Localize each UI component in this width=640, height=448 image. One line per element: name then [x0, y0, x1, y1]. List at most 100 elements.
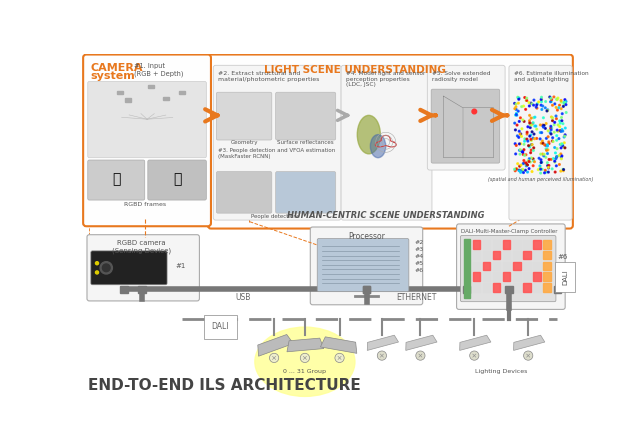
Point	[512, 132, 522, 139]
Point	[546, 123, 556, 130]
Point	[541, 145, 551, 152]
Bar	[503, 272, 511, 281]
Point	[550, 119, 560, 126]
Point	[525, 133, 535, 140]
Bar	[363, 285, 371, 293]
Point	[519, 159, 529, 167]
Text: #6. Estimate illumination
and adjust lighting: #6. Estimate illumination and adjust lig…	[513, 71, 588, 82]
Point	[536, 159, 547, 166]
Point	[528, 119, 538, 126]
Point	[516, 167, 527, 174]
Point	[541, 120, 551, 127]
Text: 0 ... 31 Group: 0 ... 31 Group	[284, 370, 326, 375]
Point	[528, 155, 538, 163]
Point	[514, 118, 524, 125]
Point	[520, 135, 530, 142]
Bar	[463, 285, 470, 293]
Point	[521, 151, 531, 158]
Point	[536, 129, 547, 136]
Text: CAMERA: CAMERA	[90, 63, 143, 73]
Point	[514, 96, 524, 103]
Point	[513, 99, 524, 107]
Point	[524, 142, 534, 149]
Bar	[513, 272, 520, 281]
Point	[537, 138, 547, 145]
Point	[541, 154, 551, 161]
Point	[534, 155, 544, 162]
Point	[543, 162, 553, 169]
Bar	[554, 285, 561, 293]
Text: system: system	[90, 71, 135, 81]
Point	[556, 155, 566, 162]
Circle shape	[100, 262, 113, 274]
Point	[536, 102, 546, 109]
Point	[545, 98, 556, 105]
Point	[517, 148, 527, 155]
Text: ETHERNET: ETHERNET	[396, 293, 436, 302]
Point	[529, 122, 540, 129]
Point	[554, 152, 564, 159]
Point	[517, 125, 527, 132]
Point	[515, 131, 525, 138]
Bar	[493, 251, 500, 259]
Bar	[523, 240, 531, 249]
Point	[550, 168, 560, 176]
Bar	[543, 283, 550, 292]
Bar	[493, 240, 500, 249]
Point	[546, 156, 556, 163]
Bar	[120, 285, 128, 293]
Point	[549, 129, 559, 136]
Point	[561, 109, 572, 116]
Point	[523, 157, 533, 164]
Point	[538, 121, 548, 129]
Point	[526, 155, 536, 162]
Point	[518, 160, 529, 167]
Bar	[503, 262, 511, 270]
FancyBboxPatch shape	[509, 65, 572, 220]
Point	[526, 146, 536, 154]
Point	[523, 123, 533, 130]
Point	[532, 100, 543, 107]
Bar	[513, 283, 520, 292]
Point	[518, 148, 528, 155]
Point	[551, 115, 561, 122]
Point	[556, 151, 566, 158]
Point	[527, 141, 538, 148]
Bar	[148, 85, 154, 88]
Point	[536, 169, 546, 177]
Point	[561, 98, 571, 105]
Point	[515, 140, 525, 147]
Point	[558, 120, 568, 127]
FancyBboxPatch shape	[87, 235, 200, 301]
Point	[535, 121, 545, 129]
Point	[511, 111, 522, 118]
Point	[529, 102, 539, 109]
Point	[540, 141, 550, 148]
Point	[552, 128, 563, 135]
Point	[551, 104, 561, 111]
FancyBboxPatch shape	[216, 172, 272, 213]
Point	[543, 164, 554, 172]
FancyBboxPatch shape	[456, 224, 565, 310]
Point	[555, 117, 565, 125]
Point	[543, 106, 553, 113]
Point	[552, 132, 562, 139]
Point	[509, 100, 520, 107]
Point	[552, 137, 562, 144]
Point	[521, 159, 531, 166]
Point	[529, 144, 539, 151]
Point	[519, 157, 529, 164]
Bar	[543, 272, 550, 281]
Text: #2. Extract structural and
material/photometric properties: #2. Extract structural and material/phot…	[218, 71, 319, 82]
Point	[560, 99, 570, 106]
Point	[526, 115, 536, 122]
Point	[544, 162, 554, 169]
Text: People detections: People detections	[252, 214, 300, 219]
Point	[556, 128, 566, 135]
Point	[526, 137, 536, 144]
Point	[543, 133, 553, 140]
Point	[559, 139, 570, 146]
Point	[547, 165, 557, 172]
Point	[524, 155, 534, 162]
Bar	[523, 272, 531, 281]
